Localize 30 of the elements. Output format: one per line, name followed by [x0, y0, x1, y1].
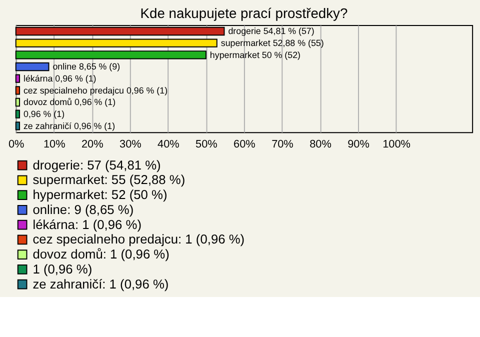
legend-label: dovoz domů: 1 (0,96 %)	[32, 246, 170, 262]
x-tick-label: 50%	[196, 138, 218, 151]
legend-label: hypermarket: 52 (50 %)	[32, 187, 168, 202]
x-tick-label: 80%	[310, 138, 332, 151]
x-tick-label: 0%	[8, 138, 25, 151]
legend-label: drogerie: 57 (54,81 %)	[32, 157, 161, 172]
legend-label: lékárna: 1 (0,96 %)	[32, 216, 142, 232]
category-label: drogerie 54,81 % (57)	[228, 26, 314, 36]
legend-label: 1 (0,96 %)	[32, 261, 92, 276]
x-tick-label: 60%	[234, 138, 256, 151]
x-tick-label: 10%	[43, 138, 66, 151]
x-tick-label: 70%	[272, 138, 294, 151]
legend-label: cez specialneho predajcu: 1 (0,96 %)	[32, 232, 245, 247]
legend-label: supermarket: 55 (52,88 %)	[32, 172, 186, 188]
legend-label: online: 9 (8,65 %)	[32, 202, 134, 217]
x-tick-label: 30%	[120, 138, 142, 151]
x-tick-label: 90%	[348, 138, 370, 151]
category-label: cez specialneho predajcu 0,96 % (1)	[23, 85, 168, 96]
category-label: hypermarket 50 % (52)	[210, 50, 301, 60]
category-label: dovoz domů 0,96 % (1)	[23, 97, 116, 108]
chart-title: Kde nakupujete prací prostředky?	[140, 5, 348, 22]
x-tick-label: 40%	[158, 138, 180, 151]
x-tick-label: 100%	[382, 138, 411, 151]
legend-label: ze zahraničí: 1 (0,96 %)	[32, 276, 169, 292]
x-tick-label: 20%	[81, 138, 104, 151]
category-label: lékárna 0,96 % (1)	[23, 74, 96, 84]
category-label: online 8,65 % (9)	[52, 62, 120, 72]
category-label: ze zahraničí 0,96 % (1)	[23, 120, 116, 131]
category-label: supermarket 52,88 % (55)	[220, 38, 324, 48]
data-label: 0,96 % (1)	[23, 109, 65, 120]
